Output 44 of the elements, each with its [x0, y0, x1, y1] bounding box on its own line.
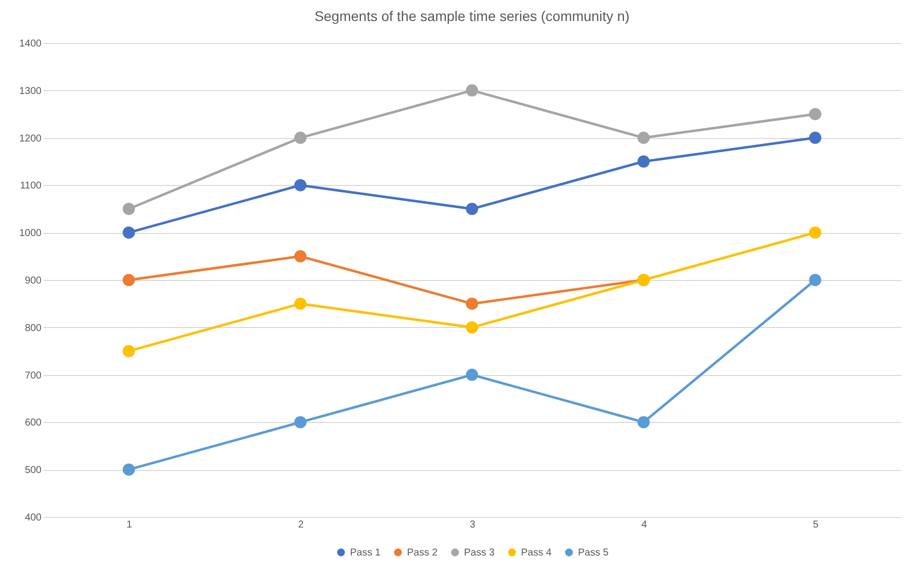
point [466, 298, 478, 310]
point [294, 298, 307, 310]
point [809, 226, 822, 239]
point [122, 226, 135, 239]
point [637, 155, 650, 168]
y-tick-label: 1400 [19, 38, 42, 50]
point [294, 416, 307, 428]
point [466, 202, 478, 216]
y-tick-label: 600 [24, 418, 42, 429]
point [122, 463, 135, 476]
x-tick-label: 4 [641, 520, 648, 530]
legend-label: Pass 5 [578, 547, 610, 558]
y-tick-label: 1200 [19, 133, 42, 144]
y-tick-label: 800 [24, 322, 42, 334]
legend-label: Pass 1 [350, 547, 382, 558]
y-tick-label: 1000 [19, 228, 42, 240]
y-tick-label: 1100 [20, 180, 42, 192]
point [294, 132, 307, 144]
point [809, 132, 822, 144]
point [122, 202, 135, 216]
x-tick-label: 1 [126, 520, 133, 530]
point [294, 179, 307, 192]
x-tick-label: 5 [812, 520, 819, 530]
point [466, 368, 478, 381]
y-tick-label: 900 [24, 276, 42, 286]
point [809, 274, 822, 286]
point [122, 344, 135, 358]
y-tick-label: 1300 [19, 86, 42, 97]
x-tick-label: 3 [470, 520, 476, 530]
legend-label: Pass 4 [521, 547, 552, 558]
point [122, 274, 135, 286]
point [466, 321, 478, 334]
point [637, 132, 650, 144]
x-tick-label: 2 [298, 520, 304, 530]
y-tick-label: 400 [24, 512, 42, 524]
point [809, 108, 822, 120]
chart-title: Segments of the sample time series (community n) [314, 8, 630, 24]
point [466, 84, 478, 97]
y-tick-label: 500 [24, 465, 42, 476]
point [294, 250, 307, 262]
legend-label: Pass 2 [407, 547, 438, 558]
y-tick-label: 700 [24, 370, 42, 382]
legend-label: Pass 3 [464, 547, 496, 558]
point [637, 416, 650, 428]
